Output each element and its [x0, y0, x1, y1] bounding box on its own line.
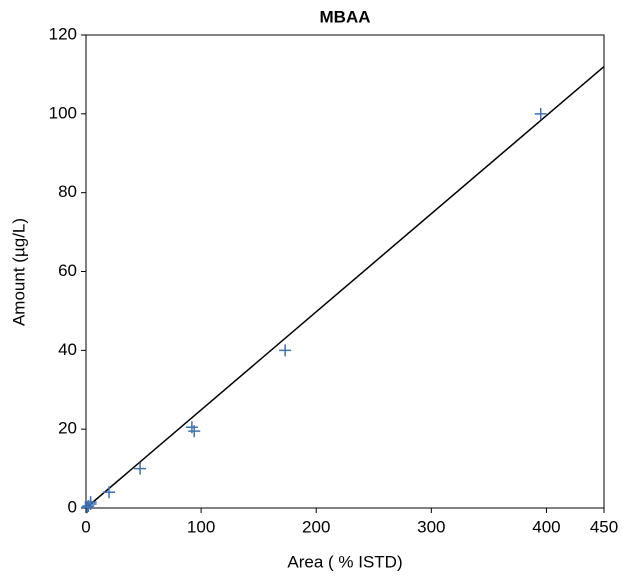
- x-tick-label: 0: [81, 517, 90, 536]
- x-tick-label: 450: [590, 517, 618, 536]
- y-tick-label: 40: [58, 340, 77, 359]
- y-tick-label: 120: [49, 24, 77, 43]
- fit-line: [85, 65, 605, 509]
- x-tick-label: 200: [302, 517, 330, 536]
- y-tick-label: 100: [49, 103, 77, 122]
- x-tick-label: 300: [417, 517, 445, 536]
- data-point: [134, 462, 147, 475]
- x-tick-label: 400: [532, 517, 560, 536]
- y-tick-label: 60: [58, 261, 77, 280]
- data-point: [188, 425, 201, 438]
- y-axis-label: Amount (µg/L): [9, 218, 28, 326]
- y-tick-label: 80: [58, 182, 77, 201]
- y-tick-label: 20: [58, 419, 77, 438]
- data-point: [279, 344, 292, 357]
- chart-title: MBAA: [320, 7, 371, 26]
- data-point: [534, 107, 547, 120]
- data-point: [103, 486, 116, 499]
- x-axis-label: Area ( % ISTD): [287, 552, 402, 571]
- x-tick-label: 100: [187, 517, 215, 536]
- y-tick-label: 0: [68, 497, 77, 516]
- data-point: [84, 496, 97, 509]
- plot-frame: [85, 34, 605, 509]
